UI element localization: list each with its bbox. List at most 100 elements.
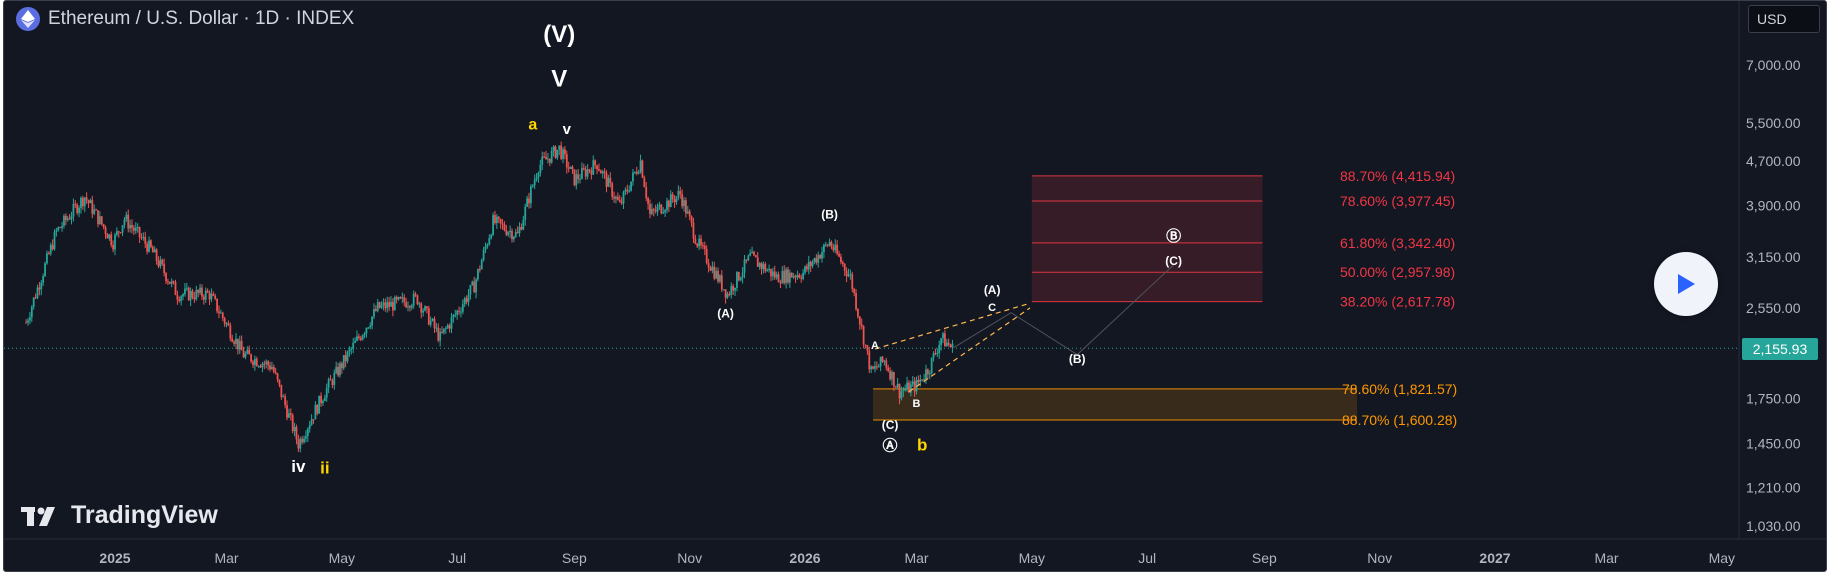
candle-body bbox=[736, 272, 738, 288]
candle-body bbox=[47, 253, 50, 255]
candle-body bbox=[163, 263, 166, 274]
candle-body bbox=[44, 263, 46, 276]
candle-body bbox=[919, 379, 922, 382]
wave-label-8: A bbox=[871, 340, 879, 352]
tradingview-logo-icon bbox=[21, 506, 55, 526]
candle-body bbox=[412, 293, 415, 306]
candle-body bbox=[218, 311, 220, 314]
candle-body bbox=[199, 287, 201, 293]
candle-body bbox=[565, 154, 568, 168]
candle-body bbox=[743, 259, 746, 273]
candle-body bbox=[397, 297, 400, 300]
candle-body bbox=[219, 312, 222, 314]
candle-body bbox=[874, 366, 876, 369]
candle-body bbox=[771, 271, 774, 277]
candle-body bbox=[180, 296, 183, 302]
candle-body bbox=[191, 290, 194, 298]
candle-body bbox=[446, 325, 449, 329]
candle-body bbox=[242, 350, 245, 358]
candle-body bbox=[650, 209, 653, 214]
candle-body bbox=[588, 169, 591, 171]
wedge-line-1 bbox=[908, 307, 1031, 393]
candle-body bbox=[189, 290, 192, 301]
candle-body bbox=[216, 298, 218, 312]
candle-body bbox=[550, 150, 553, 163]
chart-title: Ethereum / U.S. Dollar · 1D · INDEX bbox=[48, 8, 355, 29]
candle-body bbox=[197, 290, 200, 293]
y-tick-label-7: 1,450.00 bbox=[1746, 436, 1801, 452]
candle-body bbox=[57, 227, 60, 231]
candle-body bbox=[354, 340, 356, 343]
candle-body bbox=[700, 238, 702, 246]
candle-body bbox=[581, 168, 583, 179]
replay-play-button[interactable] bbox=[1654, 252, 1718, 316]
candle-body bbox=[681, 193, 684, 207]
chart-panel[interactable]: 88.70% (4,415.94) 78.60% (3,977.45) 61.80%… bbox=[3, 0, 1827, 572]
ethereum-logo-icon bbox=[16, 7, 40, 31]
candle-body bbox=[66, 218, 69, 221]
candle-body bbox=[373, 308, 375, 317]
candle-body bbox=[250, 354, 253, 362]
candle-body bbox=[426, 306, 428, 309]
candle-body bbox=[868, 350, 871, 370]
candle-body bbox=[520, 227, 523, 230]
candle-body bbox=[607, 177, 610, 187]
candle-body bbox=[909, 384, 912, 393]
candle-body bbox=[841, 262, 844, 264]
candle-body bbox=[898, 383, 901, 399]
candle-body bbox=[108, 234, 111, 239]
candle-body bbox=[376, 302, 379, 311]
candle-body bbox=[817, 255, 820, 263]
candle-body bbox=[303, 438, 305, 443]
candle-body bbox=[745, 259, 748, 261]
candle-body bbox=[802, 272, 805, 279]
candle-body bbox=[715, 270, 718, 279]
candle-body bbox=[150, 240, 152, 248]
chart-canvas[interactable]: 88.70% (4,415.94) 78.60% (3,977.45) 61.80%… bbox=[4, 1, 1826, 571]
candle-body bbox=[157, 260, 160, 267]
candle-body bbox=[573, 169, 576, 186]
candle-body bbox=[246, 349, 249, 354]
candle-body bbox=[554, 146, 557, 158]
candle-body bbox=[407, 306, 409, 308]
candle-body bbox=[896, 383, 899, 388]
candle-body bbox=[339, 363, 341, 376]
candle-body bbox=[624, 189, 627, 192]
x-tick-label-2: May bbox=[329, 550, 355, 566]
candle-body bbox=[72, 204, 75, 217]
candle-body bbox=[202, 296, 205, 300]
candle-body bbox=[594, 160, 597, 166]
candle-body bbox=[703, 245, 706, 250]
candle-body bbox=[762, 264, 765, 269]
candle-body bbox=[63, 215, 65, 226]
candle-body bbox=[346, 351, 349, 362]
candle-body bbox=[361, 335, 364, 340]
candle-body bbox=[371, 316, 373, 326]
candle-body bbox=[669, 194, 672, 208]
candle-body bbox=[686, 211, 689, 214]
candle-body bbox=[790, 272, 793, 278]
candle-body bbox=[380, 305, 383, 308]
candle-body bbox=[414, 293, 417, 296]
candle-body bbox=[89, 200, 92, 204]
candle-body bbox=[261, 363, 264, 368]
candle-body bbox=[503, 224, 506, 231]
candle-body bbox=[437, 327, 440, 341]
candle-body bbox=[609, 177, 612, 184]
candle-body bbox=[210, 293, 213, 300]
candle-body bbox=[851, 274, 854, 289]
candle-body bbox=[484, 246, 487, 250]
candle-body bbox=[384, 302, 387, 309]
candle-body bbox=[719, 275, 721, 282]
candle-body bbox=[131, 225, 133, 228]
candle-body bbox=[858, 316, 861, 325]
candle-body bbox=[514, 231, 517, 237]
x-tick-label-6: 2026 bbox=[789, 550, 820, 566]
candle-body bbox=[717, 270, 719, 282]
candle-body bbox=[751, 251, 753, 254]
candle-body bbox=[923, 379, 925, 381]
currency-selector-button[interactable]: USD bbox=[1748, 5, 1820, 33]
candle-body bbox=[38, 287, 41, 290]
candle-body bbox=[206, 290, 209, 293]
candle-body bbox=[547, 158, 549, 160]
